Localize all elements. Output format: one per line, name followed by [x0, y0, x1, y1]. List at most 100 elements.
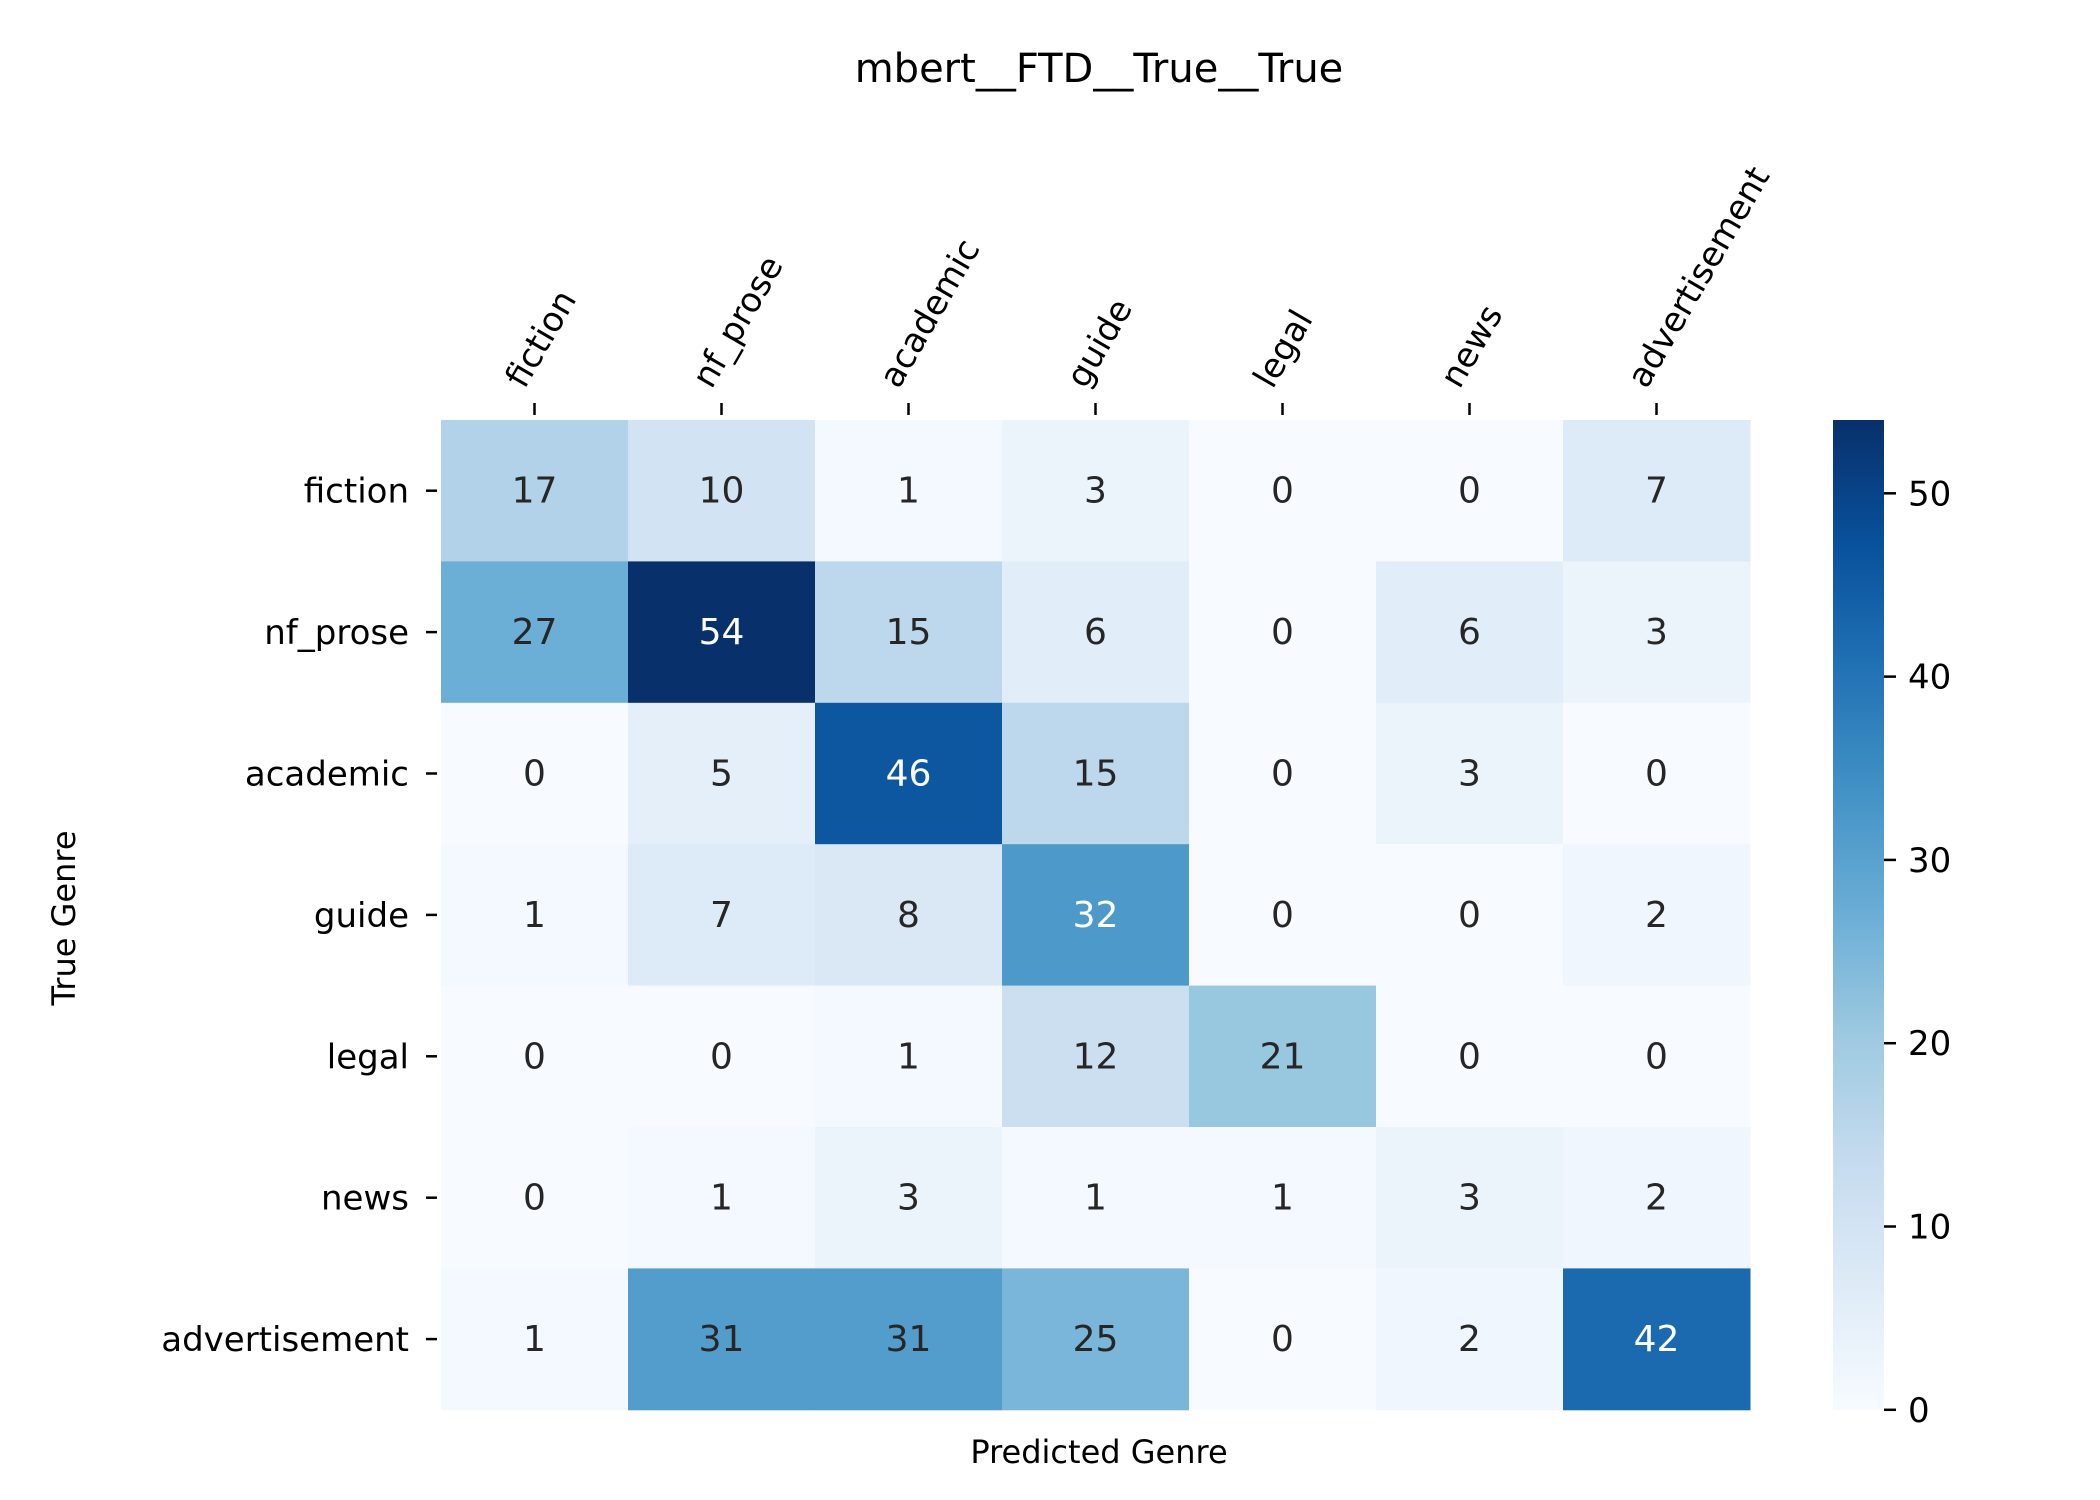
colorbar: 0 10 20 30 40 50	[1833, 420, 1951, 1431]
colorbar-tick-label: 30	[1908, 841, 1951, 881]
cell-value-label: 6	[1458, 612, 1481, 653]
cell-value-label: 0	[1271, 895, 1294, 936]
heatmap-cell	[1376, 844, 1564, 987]
chart-title: mbert__FTD__True__True	[855, 46, 1344, 92]
heatmap-cell	[815, 1268, 1003, 1411]
y-tick-label: guide	[314, 896, 409, 936]
cell-value-label: 6	[1084, 612, 1107, 653]
cell-value-label: 25	[1073, 1319, 1119, 1360]
heatmap-cell	[1376, 420, 1564, 562]
cell-value-label: 7	[710, 895, 733, 936]
colorbar-tick-label: 40	[1908, 658, 1951, 698]
colorbar-tick-label: 10	[1908, 1208, 1951, 1248]
cell-value-label: 5	[710, 754, 733, 795]
heatmap-cell	[1563, 1268, 1751, 1411]
cell-value-label: 1	[1084, 1178, 1107, 1219]
cell-value-label: 2	[1645, 1178, 1668, 1219]
cell-value-label: 10	[699, 471, 745, 512]
heatmap-cell	[815, 985, 1003, 1128]
heatmap-cell	[628, 844, 816, 987]
cell-value-label: 3	[1458, 754, 1481, 795]
heatmap-cell	[441, 420, 629, 562]
y-tick-label: nf_prose	[264, 613, 409, 653]
heatmap-cell	[1002, 844, 1190, 987]
heatmap-cell	[1376, 1268, 1564, 1411]
cell-value-label: 31	[699, 1319, 745, 1360]
cell-value-label: 3	[1458, 1178, 1481, 1219]
x-tick-label: academic	[872, 232, 989, 394]
cell-value-label: 0	[1645, 1036, 1668, 1077]
cell-value-label: 0	[1458, 1036, 1481, 1077]
y-axis-ticks: fiction nf_prose academic guide legal news adv…	[161, 472, 437, 1360]
heatmap-cell	[628, 985, 816, 1128]
heatmap-cell	[1002, 985, 1190, 1128]
cell-value-label: 8	[897, 895, 920, 936]
colorbar-tick-label: 50	[1908, 474, 1951, 514]
heatmap-cell	[441, 1268, 629, 1411]
cell-value-label: 2	[1458, 1319, 1481, 1360]
cell-value-label: 1	[1271, 1178, 1294, 1219]
cell-value-label: 3	[897, 1178, 920, 1219]
cell-value-label: 0	[710, 1036, 733, 1077]
cell-value-label: 1	[523, 1319, 546, 1360]
heatmap-cell	[1189, 561, 1377, 704]
x-tick-label: fiction	[498, 283, 585, 394]
heatmap-cell	[815, 561, 1003, 704]
cell-value-label: 1	[897, 1036, 920, 1077]
cell-value-label: 0	[1645, 754, 1668, 795]
cell-value-label: 3	[1645, 612, 1668, 653]
heatmap-cell	[1376, 702, 1564, 845]
heatmap-cell	[628, 420, 816, 562]
cell-value-label: 1	[523, 895, 546, 936]
cell-value-label: 0	[1271, 612, 1294, 653]
heatmap-cell	[1563, 420, 1751, 562]
heatmap-cell	[441, 1127, 629, 1269]
cell-value-label: 0	[523, 1036, 546, 1077]
heatmap-cell	[1376, 1127, 1564, 1269]
heatmap-cell	[628, 1127, 816, 1269]
heatmap-cell	[815, 844, 1003, 987]
heatmap-cell	[628, 561, 816, 704]
y-tick-label: news	[321, 1179, 409, 1219]
x-axis-ticks: fiction nf_prose academic guide legal news adv…	[498, 160, 1779, 415]
cell-value-label: 1	[897, 471, 920, 512]
cell-value-label: 17	[512, 471, 558, 512]
cell-value-label: 42	[1634, 1319, 1680, 1360]
heatmap-cells: 17 10 1 3 0 0 727 54 15 6 0 6 30 5 46 15 0 3 01 7 8 32 0 0 20 0 1 1…	[441, 420, 1751, 1411]
x-axis-label: Predicted Genre	[970, 1433, 1227, 1471]
heatmap-cell	[441, 561, 629, 704]
heatmap-cell	[1002, 1268, 1190, 1411]
cell-value-label: 31	[886, 1319, 932, 1360]
heatmap-cell	[628, 702, 816, 845]
heatmap-cell	[1563, 844, 1751, 987]
heatmap-cell	[1002, 1127, 1190, 1269]
cell-value-label: 7	[1645, 471, 1668, 512]
heatmap-cell	[441, 844, 629, 987]
heatmap-cell	[1002, 420, 1190, 562]
cell-value-label: 0	[1271, 754, 1294, 795]
x-tick-label: news	[1433, 298, 1512, 394]
heatmap-cell	[1563, 561, 1751, 704]
y-tick-label: fiction	[304, 472, 409, 512]
cell-value-label: 0	[1271, 1319, 1294, 1360]
cell-value-label: 12	[1073, 1036, 1119, 1077]
heatmap-cell	[1563, 985, 1751, 1128]
y-axis-label: True Genre	[45, 830, 83, 1006]
heatmap-cell	[441, 985, 629, 1128]
cell-value-label: 32	[1073, 895, 1119, 936]
heatmap-cell	[628, 1268, 816, 1411]
cell-value-label: 15	[1073, 754, 1119, 795]
colorbar-tick-label: 20	[1908, 1024, 1951, 1064]
heatmap-cell	[815, 1127, 1003, 1269]
heatmap-cell	[1189, 1127, 1377, 1269]
colorbar-gradient	[1833, 420, 1884, 1410]
x-tick-label: nf_prose	[685, 249, 792, 394]
cell-value-label: 21	[1260, 1036, 1306, 1077]
heatmap-cell	[1563, 1127, 1751, 1269]
heatmap-cell	[1376, 561, 1564, 704]
cell-value-label: 46	[886, 754, 932, 795]
x-tick-label: advertisement	[1620, 160, 1779, 395]
cell-value-label: 0	[1458, 895, 1481, 936]
cell-value-label: 0	[1458, 471, 1481, 512]
